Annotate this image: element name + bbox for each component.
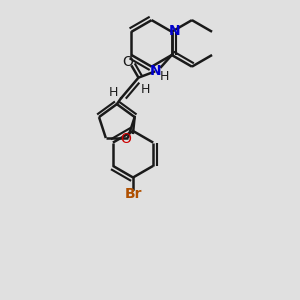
Text: N: N [150,64,161,78]
Text: H: H [160,70,169,83]
Text: O: O [123,55,134,69]
Text: N: N [169,24,180,38]
Text: O: O [120,132,131,146]
Text: H: H [140,83,150,96]
Text: H: H [108,86,118,99]
Text: Br: Br [124,187,142,201]
